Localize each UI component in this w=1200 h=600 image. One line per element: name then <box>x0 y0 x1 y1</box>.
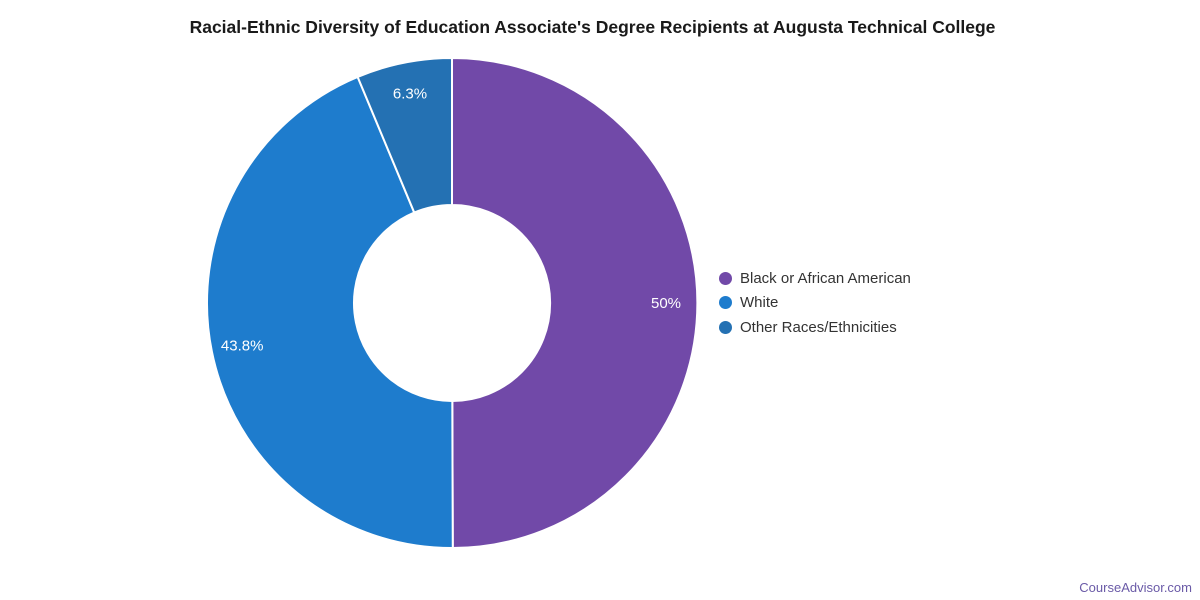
legend-label: White <box>740 294 779 312</box>
pie-slice-0 <box>451 56 699 549</box>
courseadvisor-link[interactable]: CourseAdvisor.com <box>1079 580 1192 595</box>
pie-slice-2 <box>356 57 453 214</box>
legend-marker-icon <box>719 296 732 310</box>
chart-title: Racial-Ethnic Diversity of Education Ass… <box>189 17 996 37</box>
legend-item-2[interactable]: Other Races/Ethnicities <box>719 315 911 340</box>
pie-slice-1 <box>206 75 454 550</box>
legend-item-1[interactable]: White <box>719 291 911 316</box>
slice-label-1: 43.8% <box>221 338 264 355</box>
legend-marker-icon <box>719 271 732 285</box>
legend-marker-icon <box>719 320 732 334</box>
slice-label-0: 50% <box>651 295 681 312</box>
legend-item-0[interactable]: Black or African American <box>719 266 911 291</box>
legend-label: Other Races/Ethnicities <box>740 318 897 336</box>
legend-label: Black or African American <box>740 269 911 287</box>
chart-legend: Black or African American White Other Race… <box>719 266 911 340</box>
slice-label-2: 6.3% <box>393 85 427 102</box>
